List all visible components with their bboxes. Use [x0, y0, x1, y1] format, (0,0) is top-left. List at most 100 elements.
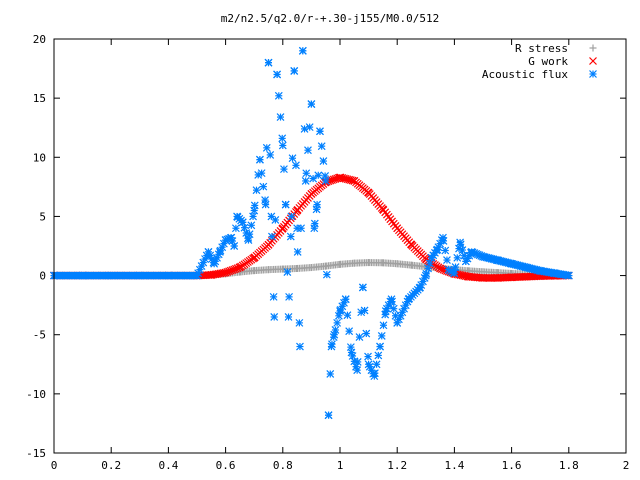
- series-acoustic-flux-trace: [353, 357, 362, 366]
- series-acoustic-flux-trace: [283, 268, 292, 276]
- series-acoustic-flux-point: [238, 218, 247, 227]
- series-acoustic-flux-point: [416, 283, 425, 292]
- series-g-work-point: [393, 224, 402, 233]
- plot-frame: [53, 38, 627, 454]
- legend-label: Acoustic flux: [482, 68, 568, 81]
- series-acoustic-flux-trace: [288, 154, 297, 163]
- series-g-work-point: [278, 224, 287, 233]
- legend-marker: [589, 44, 597, 52]
- x-tick-label: 2: [623, 459, 630, 472]
- series-acoustic-flux-point: [381, 307, 390, 315]
- series-acoustic-flux-trace: [300, 124, 309, 133]
- series-acoustic-flux-point: [135, 271, 144, 280]
- series-acoustic-flux-trace: [443, 256, 451, 265]
- series-acoustic-flux-trace: [374, 351, 383, 360]
- series-acoustic-flux-point: [164, 271, 173, 280]
- series-acoustic-flux-point: [293, 224, 302, 233]
- series-acoustic-flux-point: [393, 318, 402, 327]
- y-tick-label: 15: [33, 92, 46, 105]
- series-g-work-point: [407, 240, 416, 249]
- series-acoustic-flux-point: [521, 263, 530, 272]
- series-acoustic-flux-point: [261, 200, 270, 209]
- series-acoustic-flux-point: [341, 295, 350, 304]
- series-acoustic-flux-trace: [262, 143, 271, 152]
- series-r-stress-point: [322, 262, 330, 270]
- series-acoustic-flux-point: [210, 259, 219, 268]
- series-r-stress-point: [265, 266, 272, 274]
- series-g-work-point: [507, 273, 516, 282]
- legend-marker: [589, 70, 597, 78]
- series-acoustic-flux-trace: [362, 329, 371, 338]
- x-tick-label: 1.4: [444, 459, 464, 472]
- series-acoustic-flux-trace: [322, 270, 331, 279]
- series-acoustic-flux-trace: [305, 123, 314, 132]
- series-acoustic-flux-point: [264, 58, 273, 67]
- series-acoustic-flux-point: [227, 233, 236, 242]
- series-acoustic-flux-trace: [276, 113, 285, 121]
- series-acoustic-flux-point: [376, 342, 384, 351]
- series-acoustic-flux-trace: [245, 230, 254, 239]
- series-acoustic-flux-trace: [379, 321, 388, 330]
- series-acoustic-flux-trace: [286, 232, 295, 241]
- series-acoustic-flux-trace: [269, 292, 278, 301]
- series-acoustic-flux-point: [193, 271, 201, 280]
- series-acoustic-flux-point: [230, 242, 239, 250]
- series-acoustic-flux-trace: [231, 224, 240, 233]
- series-acoustic-flux-point: [507, 259, 516, 268]
- series-acoustic-flux-trace: [331, 326, 340, 334]
- legend-marker: [589, 57, 597, 65]
- series-acoustic-flux-trace: [333, 318, 342, 327]
- series-acoustic-flux-trace: [389, 304, 398, 313]
- series-acoustic-flux-point: [107, 271, 116, 280]
- series-acoustic-flux-point: [270, 313, 279, 321]
- series-acoustic-flux-point: [427, 253, 436, 262]
- series-acoustic-flux-trace: [257, 169, 266, 178]
- x-tick-label: 0: [51, 459, 58, 472]
- series-r-stress-point: [250, 267, 258, 275]
- series-acoustic-flux-point: [353, 366, 362, 375]
- series-acoustic-flux-point: [493, 256, 502, 265]
- y-tick-label: 10: [33, 151, 46, 164]
- series-acoustic-flux-point: [321, 177, 330, 185]
- series-acoustic-flux-point: [204, 247, 213, 256]
- series-g-work-point: [264, 240, 273, 249]
- series-acoustic-flux-trace: [259, 182, 268, 191]
- series-acoustic-flux-trace: [285, 292, 294, 301]
- series-g-work-point: [350, 177, 359, 185]
- series-acoustic-flux-point: [461, 257, 470, 266]
- series-r-stress-point: [379, 259, 387, 267]
- x-tick-label: 0.4: [158, 459, 178, 472]
- series-acoustic-flux-point: [370, 372, 379, 381]
- x-tick-label: 1.2: [387, 459, 407, 472]
- series-acoustic-flux-trace: [292, 161, 300, 170]
- series-acoustic-flux-trace: [247, 221, 256, 230]
- series-acoustic-flux-point: [347, 348, 356, 357]
- series-acoustic-flux-point: [450, 269, 459, 278]
- series-g-work-point: [436, 264, 445, 273]
- series-g-work-point: [464, 272, 473, 281]
- series-g-work-point: [378, 205, 387, 214]
- series-acoustic-flux-point: [550, 269, 559, 278]
- series-acoustic-flux-point: [296, 342, 304, 351]
- series-r-stress-point: [293, 264, 301, 272]
- series-acoustic-flux-point: [358, 283, 367, 292]
- series-acoustic-flux-trace: [441, 246, 450, 255]
- series-acoustic-flux-trace: [360, 306, 369, 315]
- y-tick-label: -10: [26, 388, 46, 401]
- series-acoustic-flux-point: [433, 245, 442, 254]
- chart-title: m2/n2.5/q2.0/r-+.30-j155/M0.0/512: [221, 12, 440, 25]
- series-g-work-point: [493, 274, 502, 282]
- legend-label: G work: [528, 55, 568, 68]
- series-acoustic-flux-point: [324, 411, 333, 420]
- series-acoustic-flux-point: [267, 212, 276, 221]
- x-tick-label: 1.6: [502, 459, 522, 472]
- series-acoustic-flux-point: [301, 177, 310, 185]
- series-g-work-point: [250, 253, 259, 262]
- series-acoustic-flux-point: [456, 238, 465, 247]
- series-acoustic-flux-trace: [252, 186, 261, 195]
- series-acoustic-flux-trace: [377, 331, 386, 340]
- series-acoustic-flux-point: [564, 271, 573, 280]
- series-acoustic-flux-trace: [345, 327, 354, 336]
- series-acoustic-flux-point: [307, 100, 316, 108]
- series-acoustic-flux-point: [336, 307, 344, 315]
